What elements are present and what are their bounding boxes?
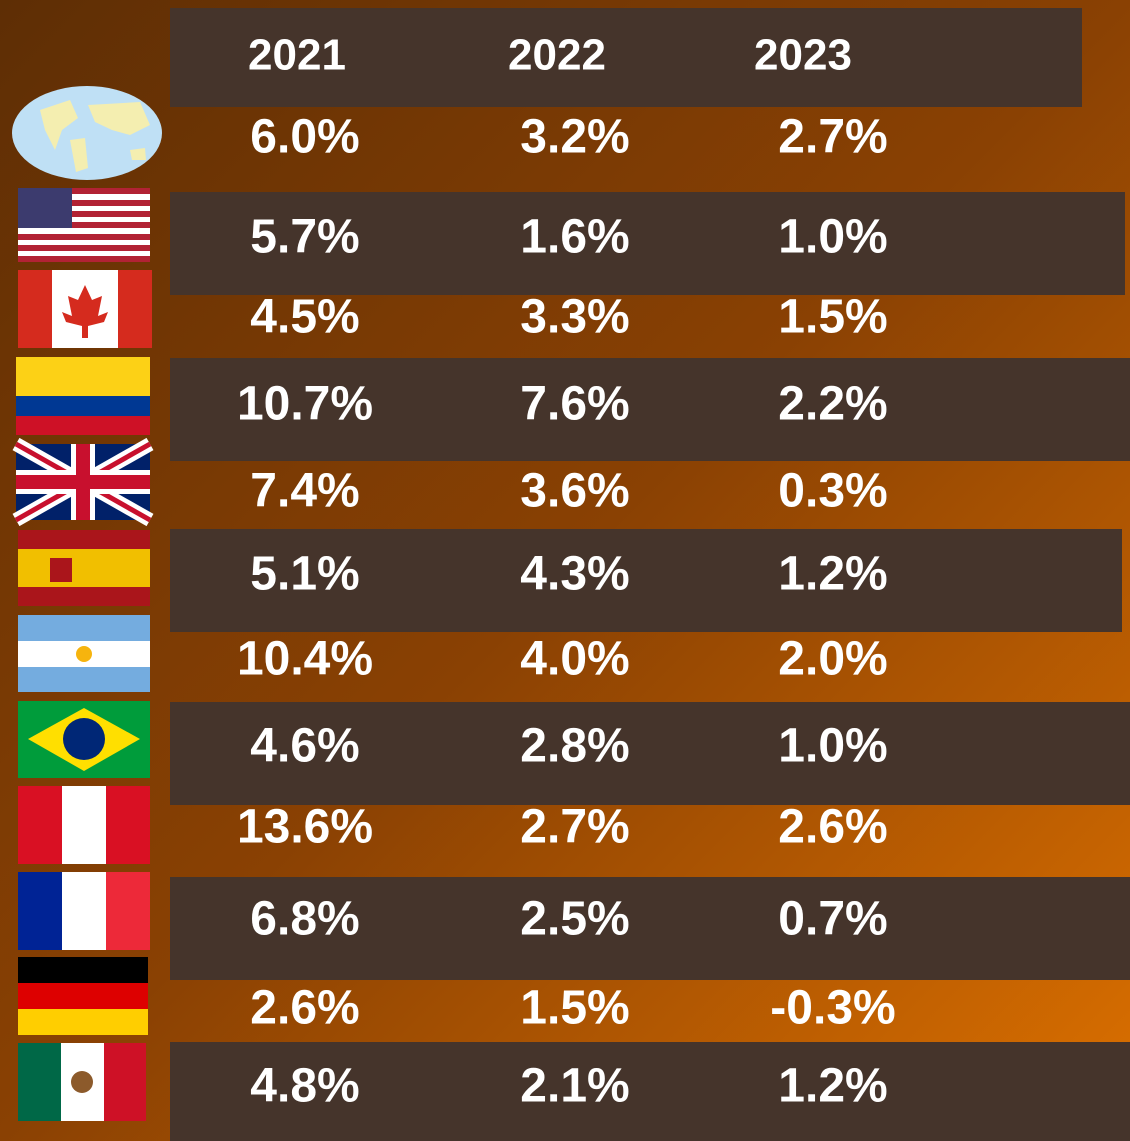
table-cell: 5.7%	[250, 211, 359, 264]
flag-spain-part	[50, 558, 72, 582]
table-cell: 10.4%	[237, 633, 373, 686]
flag-colombia-part	[16, 396, 150, 416]
flag-brazil	[18, 701, 150, 778]
flag-uk	[12, 437, 154, 527]
row-band	[170, 192, 1125, 295]
table-cell: 4.5%	[250, 291, 359, 344]
flag-argentina	[18, 615, 150, 692]
row-band	[170, 702, 1130, 805]
table-cell: 5.1%	[250, 548, 359, 601]
flag-usa-part	[18, 245, 150, 251]
world-map-icon	[12, 86, 162, 180]
table-cell: 3.2%	[520, 111, 629, 164]
flag-colombia	[16, 357, 150, 435]
flag-france	[18, 872, 150, 950]
flag-peru	[18, 786, 150, 864]
table-cell: 2.0%	[778, 633, 887, 686]
flag-mexico-part	[104, 1043, 146, 1121]
flag-canada-part	[118, 270, 152, 348]
table-cell: 2.2%	[778, 378, 887, 431]
table-cell: 2.7%	[778, 111, 887, 164]
table-cell: 13.6%	[237, 801, 373, 854]
row-band	[170, 877, 1130, 980]
table-cell: 1.6%	[520, 211, 629, 264]
flag-mexico	[18, 1043, 146, 1121]
table-cell: 7.6%	[520, 378, 629, 431]
table-cell: 2.1%	[520, 1060, 629, 1113]
flag-mexico-part	[18, 1043, 61, 1121]
table-cell: 4.3%	[520, 548, 629, 601]
flag-germany-part	[18, 957, 148, 983]
flag-colombia-part	[16, 416, 150, 435]
table-cell: 4.8%	[250, 1060, 359, 1113]
table-cell: 7.4%	[250, 465, 359, 518]
table-cell: 1.0%	[778, 211, 887, 264]
flag-usa-part	[18, 188, 150, 194]
flag-germany-part	[18, 1009, 148, 1035]
table-cell: 3.3%	[520, 291, 629, 344]
table-cell: 2.7%	[520, 801, 629, 854]
flag-germany-part	[18, 983, 148, 1009]
table-cell: 1.2%	[778, 1060, 887, 1113]
table-cell: 2.5%	[520, 893, 629, 946]
flag-usa-part	[18, 188, 72, 228]
flag-canada-part	[18, 270, 52, 348]
flag-usa-part	[18, 200, 150, 206]
table-cell: 2.8%	[520, 720, 629, 773]
flag-usa-part	[18, 256, 150, 262]
table-cell: 1.0%	[778, 720, 887, 773]
table-cell: 0.7%	[778, 893, 887, 946]
world-map-icon-part	[40, 100, 150, 172]
table-cell: 2.6%	[778, 801, 887, 854]
table-cell: 4.6%	[250, 720, 359, 773]
flag-germany	[18, 957, 148, 1035]
table-cell: 2.6%	[250, 982, 359, 1035]
flag-uk-part	[16, 475, 150, 489]
row-band	[170, 529, 1122, 632]
flag-usa-part	[18, 234, 150, 240]
flag-canada-part	[62, 285, 108, 338]
table-cell: 10.7%	[237, 378, 373, 431]
flag-colombia-part	[16, 357, 150, 396]
flag-france-part	[18, 872, 62, 950]
flag-france-part	[106, 872, 150, 950]
flag-usa	[18, 188, 150, 262]
row-band	[170, 358, 1130, 461]
table-cell: 6.8%	[250, 893, 359, 946]
header-cell: 2023	[754, 31, 852, 80]
flag-usa-part	[18, 211, 150, 217]
flag-spain	[18, 530, 150, 606]
table-cell: 4.0%	[520, 633, 629, 686]
table-cell: 1.5%	[520, 982, 629, 1035]
table-cell: 1.2%	[778, 548, 887, 601]
header-band	[170, 8, 1082, 107]
flag-peru-part	[62, 786, 106, 864]
row-band	[170, 1042, 1130, 1141]
table-cell: 1.5%	[778, 291, 887, 344]
flag-mexico-part	[71, 1071, 93, 1093]
flag-france-part	[62, 872, 106, 950]
table-cell: -0.3%	[770, 982, 895, 1035]
flag-brazil-part	[63, 718, 105, 760]
flag-usa-part	[18, 222, 150, 228]
header-cell: 2021	[248, 31, 346, 80]
table-cell: 0.3%	[778, 465, 887, 518]
flag-spain-part	[18, 549, 150, 587]
table-cell: 3.6%	[520, 465, 629, 518]
header-cell: 2022	[508, 31, 606, 80]
table-cell: 6.0%	[250, 111, 359, 164]
flag-canada	[18, 270, 152, 348]
flag-argentina-part	[76, 646, 92, 662]
